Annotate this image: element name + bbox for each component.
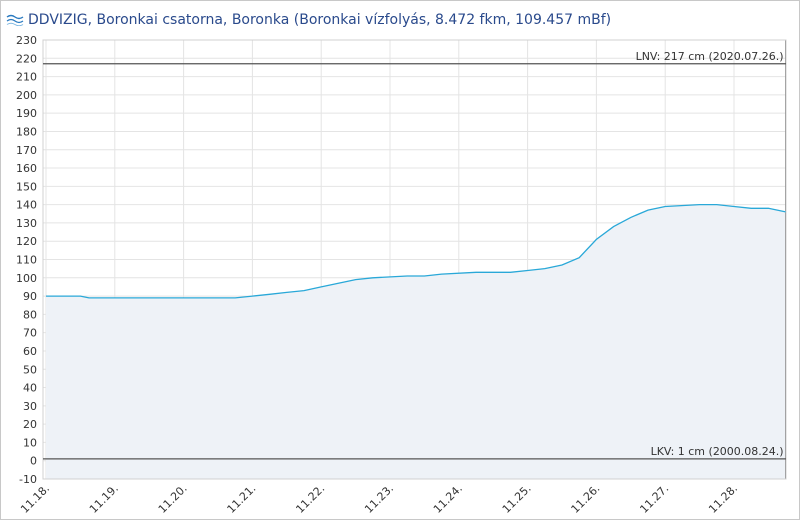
x-tick-label: 11.18.: [18, 482, 52, 516]
x-tick-label: 11.21.: [225, 482, 259, 516]
y-tick-label: 40: [23, 382, 37, 395]
y-tick-label: 70: [23, 327, 37, 340]
y-tick-label: 90: [23, 290, 37, 303]
y-tick-label: 20: [23, 418, 37, 431]
x-tick-label: 11.23.: [362, 482, 396, 516]
reference-line-label: LNV: 217 cm (2020.07.26.): [636, 50, 784, 63]
y-tick-label: 10: [23, 436, 37, 449]
y-tick-label: 110: [16, 254, 37, 267]
chart-title: DDVIZIG, Boronkai csatorna, Boronka (Bor…: [28, 12, 612, 28]
plot-border: [42, 39, 787, 480]
y-tick-label: 230: [16, 34, 37, 47]
y-tick-label: 200: [16, 89, 37, 102]
x-tick-label: 11.20.: [156, 482, 190, 516]
y-tick-label: 150: [16, 180, 37, 193]
x-tick-label: 11.28.: [706, 482, 740, 516]
series-line: [46, 203, 786, 299]
y-tick-label: 50: [23, 363, 37, 376]
y-tick-label: 120: [16, 235, 37, 248]
series-line: [46, 203, 786, 299]
x-tick-label: 11.24.: [431, 482, 465, 516]
chart-header: DDVIZIG, Boronkai csatorna, Boronka (Bor…: [6, 10, 611, 30]
y-tick-label: -10: [19, 473, 37, 486]
y-tick-label: 220: [16, 52, 37, 65]
y-tick-label: 100: [16, 272, 37, 285]
area-fill: [46, 204, 786, 479]
y-tick-label: 210: [16, 71, 37, 84]
y-tick-label: 30: [23, 400, 37, 413]
y-tick-label: 130: [16, 217, 37, 230]
y-tick-label: 60: [23, 345, 37, 358]
vizig-logo-icon: [6, 14, 24, 26]
y-tick-labels: -10 0 10 20 30 40 50 60 70 80 90 100 110 120 130 140 150…: [16, 34, 37, 486]
x-tick-label: 11.25.: [500, 482, 534, 516]
y-tick-label: 180: [16, 125, 37, 138]
axes: [42, 39, 787, 480]
y-tick-label: 190: [16, 107, 37, 120]
reference-lines: LNV: 217 cm (2020.07.26.) LKV: 1 cm (2000…: [43, 50, 786, 460]
x-tick-label: 11.26.: [569, 482, 603, 516]
y-tick-label: 170: [16, 144, 37, 157]
x-tick-label: 11.27.: [637, 482, 671, 516]
y-tick-label: 0: [30, 455, 37, 468]
series-area: [46, 204, 786, 479]
x-tick-labels: 11.18. 11.19. 11.20. 11.21. 11.22. 11.23. 11.2…: [18, 482, 740, 516]
y-tick-label: 80: [23, 308, 37, 321]
y-tick-label: 140: [16, 199, 37, 212]
x-tick-label: 11.22.: [293, 482, 327, 516]
x-tick-label: 11.19.: [87, 482, 121, 516]
reference-line-label: LKV: 1 cm (2000.08.24.): [651, 445, 784, 458]
y-tick-label: 160: [16, 162, 37, 175]
